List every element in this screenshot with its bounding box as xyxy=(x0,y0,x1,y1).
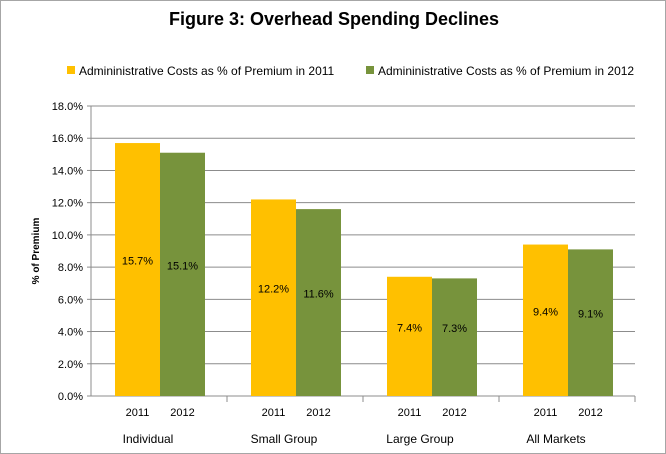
x-sub-label: 2012 xyxy=(442,407,466,419)
y-tick-label: 0.0% xyxy=(58,391,83,403)
x-sub-label: 2012 xyxy=(306,407,330,419)
data-label: 15.7% xyxy=(122,256,153,268)
bar xyxy=(568,249,613,396)
category-label: All Markets xyxy=(526,432,585,446)
y-axis-title: % of Premium xyxy=(31,218,42,285)
bar xyxy=(296,209,341,396)
legend-swatch-2011 xyxy=(67,66,75,74)
data-label: 7.4% xyxy=(397,322,422,334)
bar xyxy=(432,278,477,396)
bar xyxy=(115,143,160,396)
data-label: 11.6% xyxy=(303,289,334,301)
y-tick-label: 18.0% xyxy=(52,101,83,113)
data-label: 15.1% xyxy=(167,260,198,272)
data-label: 12.2% xyxy=(258,284,289,296)
x-sub-label: 2011 xyxy=(262,407,286,419)
x-sub-label: 2011 xyxy=(126,407,150,419)
category-label: Small Group xyxy=(251,432,318,446)
bar xyxy=(523,244,568,396)
y-tick-label: 14.0% xyxy=(52,165,83,177)
y-tick-label: 12.0% xyxy=(52,198,83,210)
y-tick-label: 2.0% xyxy=(58,359,83,371)
bar xyxy=(387,276,432,396)
y-tick-label: 6.0% xyxy=(58,294,83,306)
bar xyxy=(251,199,296,396)
category-label: Large Group xyxy=(386,432,454,446)
data-label: 9.1% xyxy=(578,309,603,321)
category-label: Individual xyxy=(123,432,174,446)
chart-title: Figure 3: Overhead Spending Declines xyxy=(168,9,500,29)
legend-swatch-2012 xyxy=(366,66,374,74)
data-label: 7.3% xyxy=(442,323,467,335)
y-tick-label: 8.0% xyxy=(58,262,83,274)
legend-label-2012: Admininistrative Costs as % of Premium i… xyxy=(378,64,635,78)
data-label: 9.4% xyxy=(533,306,558,318)
chart-legend: Admininistrative Costs as % of Premium i… xyxy=(1,64,666,82)
x-sub-label: 2011 xyxy=(534,407,558,419)
x-sub-label: 2011 xyxy=(398,407,422,419)
y-tick-label: 16.0% xyxy=(52,133,83,145)
legend-item-2012: Admininistrative Costs as % of Premium i… xyxy=(366,64,634,78)
bar xyxy=(160,152,205,396)
x-sub-label: 2012 xyxy=(578,407,602,419)
y-tick-label: 10.0% xyxy=(52,230,83,242)
y-tick-label: 4.0% xyxy=(58,327,83,339)
x-sub-label: 2012 xyxy=(170,407,194,419)
legend-label-2011: Admininistrative Costs as % of Premium i… xyxy=(79,64,335,78)
legend-item-2011: Admininistrative Costs as % of Premium i… xyxy=(67,64,334,78)
